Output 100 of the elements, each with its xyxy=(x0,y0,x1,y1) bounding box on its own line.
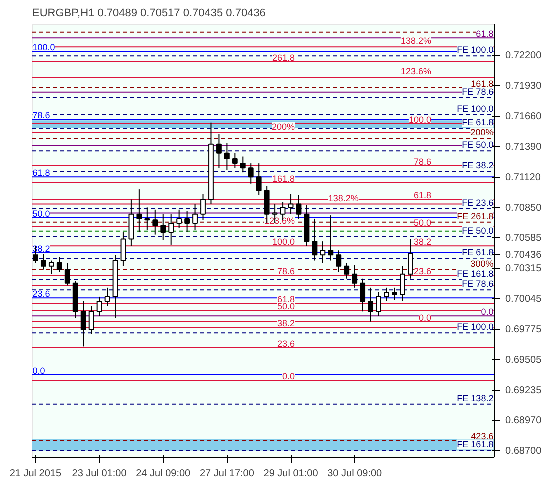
y-tick-label: 0.70315 xyxy=(506,264,542,275)
candlestick xyxy=(184,210,190,234)
y-tick-label: 0.71930 xyxy=(506,81,542,92)
candlestick xyxy=(240,156,246,174)
annotation: 38.2 xyxy=(278,318,296,328)
candlestick xyxy=(352,264,358,288)
x-tick-label: 27 Jul 17:00 xyxy=(200,468,255,480)
annotation: 423.6 xyxy=(471,432,494,442)
annotation: FE 78.6 xyxy=(462,86,494,97)
candlestick xyxy=(400,266,406,302)
annotation: FE 23.6 xyxy=(462,198,494,208)
y-tick-label: 0.71120 xyxy=(506,172,542,184)
candlestick xyxy=(368,287,374,322)
candlestick xyxy=(224,142,230,171)
annotation: 23.6 xyxy=(414,266,432,276)
annotation: FE 78.6 xyxy=(462,279,494,290)
candlestick xyxy=(232,152,238,169)
candlestick xyxy=(248,163,254,184)
candlestick xyxy=(152,209,158,236)
candlestick xyxy=(328,215,334,262)
y-tick-label: 0.72200 xyxy=(506,50,542,62)
x-tick-label: 24 Jul 09:00 xyxy=(136,468,192,480)
annotation: 78.6 xyxy=(32,110,50,120)
y-tick-label: 0.69505 xyxy=(506,355,542,366)
y-tick-label: 0.71660 xyxy=(506,112,542,123)
x-tick-label: 30 Jul 09:00 xyxy=(328,468,383,480)
annotation: FE 100.0 xyxy=(457,322,494,332)
annotation: 100.0 xyxy=(272,237,296,248)
candlestick xyxy=(144,207,150,231)
annotation: 38.2 xyxy=(414,237,432,248)
annotation: 50.0 xyxy=(414,218,432,228)
annotation: 0.0 xyxy=(418,312,432,323)
annotation: FE 161.8 xyxy=(457,269,494,280)
annotation: FE 61.8 xyxy=(462,118,494,128)
y-tick-label: 0.71390 xyxy=(506,142,542,154)
annotation: 50.0 xyxy=(32,208,50,219)
candlestick xyxy=(64,262,70,286)
annotation: 200% xyxy=(272,122,296,132)
annotation: 78.6 xyxy=(278,266,296,276)
annotation: 161.8 xyxy=(471,78,494,89)
annotation: 138.2% xyxy=(400,36,432,46)
candlestick xyxy=(56,256,62,273)
candlestick xyxy=(336,250,342,273)
candlestick xyxy=(120,232,126,267)
candlestick xyxy=(160,214,166,241)
candlestick xyxy=(176,209,182,228)
annotation: 0.0 xyxy=(32,366,46,376)
y-tick-label: 0.70850 xyxy=(506,203,542,214)
candlestick xyxy=(48,260,54,275)
annotation: 123.6% xyxy=(400,66,432,77)
candlestick xyxy=(40,254,46,270)
candlestick xyxy=(344,262,350,280)
annotation: 0.0 xyxy=(481,307,494,318)
annotation: 61.8 xyxy=(476,29,494,40)
y-tick-label: 0.69235 xyxy=(506,386,542,397)
y-tick-label: 0.70045 xyxy=(506,294,542,306)
annotation: FE 100.0 xyxy=(457,45,494,56)
candlestick xyxy=(136,189,142,234)
y-tick-label: 0.68700 xyxy=(506,446,542,458)
x-tick-label: 23 Jul 01:00 xyxy=(72,468,128,480)
candlestick xyxy=(312,218,318,262)
candlestick xyxy=(320,241,326,264)
annotation: 61.8 xyxy=(414,190,432,201)
annotation: 100.0 xyxy=(408,114,432,125)
candlestick xyxy=(168,214,174,246)
y-tick-label: 0.69775 xyxy=(506,324,542,336)
annotation: 161.8 xyxy=(272,174,296,184)
y-tick-label: 0.70436 xyxy=(506,250,542,261)
y-tick-label: 0.70585 xyxy=(506,233,542,244)
annotation: 23.6 xyxy=(278,338,296,349)
y-tick-label: 0.68970 xyxy=(506,416,542,427)
annotation: 138.2% xyxy=(328,193,359,204)
candlestick xyxy=(192,204,198,231)
annotation: 100.0 xyxy=(32,42,56,53)
x-tick-label: 21 Jul 2015 xyxy=(10,468,62,480)
annotation: 0.0 xyxy=(282,372,296,382)
annotation: FE 261.8 xyxy=(457,211,494,222)
annotation: FE 161.8 xyxy=(457,440,494,450)
annotation: 261.8 xyxy=(272,52,296,63)
candlestick xyxy=(256,163,262,196)
candlestick xyxy=(360,278,366,312)
annotation: FE 50.0 xyxy=(462,140,494,150)
candlestick xyxy=(104,287,110,307)
candlestick xyxy=(88,306,94,335)
chart-title: EURGBP,H1 0.70489 0.70517 0.70435 0.70436 xyxy=(32,8,266,20)
annotation: 300% xyxy=(470,258,494,269)
annotation: FE 138.2 xyxy=(457,393,494,404)
annotation: FE 61.8 xyxy=(462,248,494,258)
candlestick xyxy=(296,194,302,220)
annotation: 78.6 xyxy=(414,156,432,167)
annotation: 50.0 xyxy=(278,302,296,312)
candlestick xyxy=(96,296,102,317)
candlestick xyxy=(384,287,390,302)
candlestick xyxy=(376,292,382,317)
annotation: 61.8 xyxy=(32,168,50,178)
annotation: 200% xyxy=(470,128,494,138)
annotation: FE 50.0 xyxy=(462,226,494,236)
candlestick xyxy=(216,134,222,169)
annotation: FE 100.0 xyxy=(457,104,494,114)
annotation: 23.6 xyxy=(32,289,50,300)
